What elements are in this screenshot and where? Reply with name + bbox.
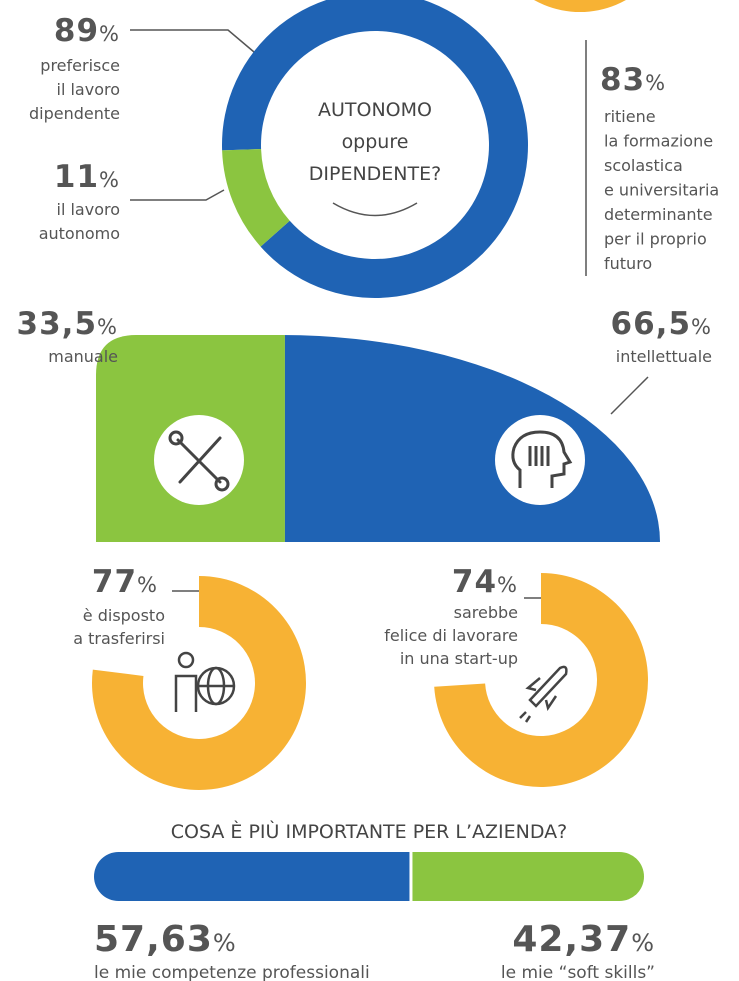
value-label: 89% [54, 13, 120, 49]
marks [92, 0, 660, 901]
texts: AUTONOMO oppure DIPENDENTE? 89% preferisce il… [17, 13, 720, 981]
leader-line [610, 376, 649, 415]
leader-line [130, 189, 225, 201]
gauge-arc [434, 573, 648, 787]
value-label: 83% [600, 62, 666, 98]
category-label: intellettuale [616, 347, 712, 366]
value-label: 42,37% [512, 919, 655, 960]
icons [154, 415, 585, 723]
category-label: le mie “soft skills” [501, 963, 655, 981]
value-label: 33,5% [17, 306, 118, 342]
bar-title: COSA È PIÙ IMPORTANTE PER L’AZIENDA? [171, 819, 568, 843]
donut-segment [222, 148, 290, 247]
value-label: 66,5% [611, 306, 712, 342]
category-label: il lavoro autonomo [39, 200, 120, 243]
icon-bg [495, 415, 585, 505]
head-icon [511, 430, 573, 488]
smile [332, 202, 418, 217]
category-label: le mie competenze professionali [94, 963, 370, 981]
halfdisc-segment [284, 335, 660, 542]
category-label: manuale [48, 347, 118, 366]
value-label: 11% [54, 159, 120, 195]
globe-icon [174, 651, 236, 712]
stat-disc [534, 0, 626, 12]
bar-segment [94, 852, 411, 901]
value-label: 57,63% [94, 919, 237, 960]
gauge-arc [92, 576, 307, 790]
category-label: preferisce il lavoro dipendente [29, 56, 120, 123]
tools-icon [168, 430, 230, 492]
rocket-icon [519, 665, 568, 723]
leader-line [130, 29, 255, 53]
donut-title: AUTONOMO oppure DIPENDENTE? [309, 99, 441, 185]
category-label: ritiene la formazione scolastica e universi… [604, 107, 719, 273]
bar-segment [410, 852, 644, 901]
value-label: 74% [452, 564, 518, 600]
value-label: 77% [92, 564, 158, 600]
category-label: è disposto a trasferirsi [73, 606, 165, 648]
category-label: sarebbe felice di lavorare in una start-up [384, 603, 518, 668]
